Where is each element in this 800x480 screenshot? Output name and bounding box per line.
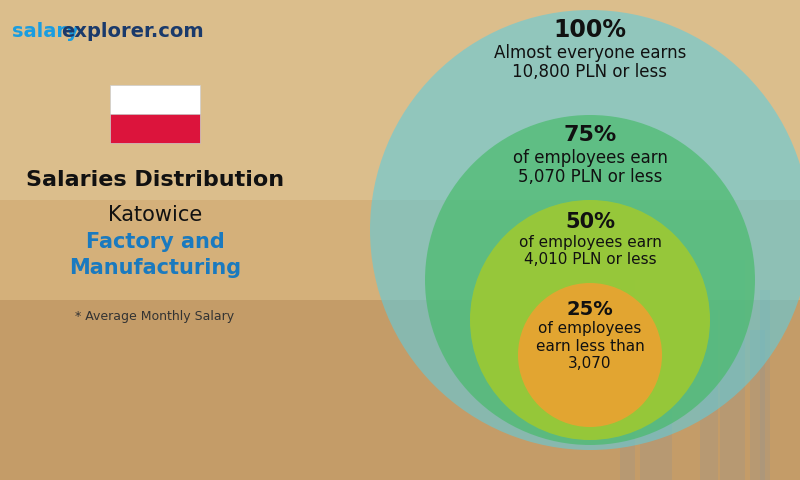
Text: of employees earn: of employees earn (518, 235, 662, 250)
Text: 10,800 PLN or less: 10,800 PLN or less (513, 63, 667, 81)
Bar (700, 310, 718, 480)
Text: Salaries Distribution: Salaries Distribution (26, 170, 284, 190)
Bar (110, 114, 200, 143)
Circle shape (370, 10, 800, 450)
Text: 4,010 PLN or less: 4,010 PLN or less (524, 252, 656, 267)
Text: 5,070 PLN or less: 5,070 PLN or less (518, 168, 662, 186)
Text: of employees: of employees (538, 321, 642, 336)
Text: 25%: 25% (566, 300, 614, 319)
Circle shape (470, 200, 710, 440)
Bar (760, 290, 770, 480)
Bar (620, 280, 635, 480)
Text: salary: salary (12, 22, 78, 41)
Bar (0, 0, 800, 200)
Bar (720, 260, 745, 480)
Text: 50%: 50% (565, 212, 615, 232)
Bar (640, 220, 660, 480)
Text: 3,070: 3,070 (568, 356, 612, 371)
Bar (750, 330, 765, 480)
Text: of employees earn: of employees earn (513, 149, 667, 167)
Text: Factory and
Manufacturing: Factory and Manufacturing (69, 232, 241, 278)
Bar (0, 300, 800, 480)
Bar (660, 300, 672, 480)
Text: 100%: 100% (554, 18, 626, 42)
Text: Almost everyone earns: Almost everyone earns (494, 44, 686, 61)
Text: explorer.com: explorer.com (61, 22, 204, 41)
Circle shape (425, 115, 755, 445)
Bar (110, 85, 200, 114)
Text: earn less than: earn less than (536, 338, 644, 354)
Text: Katowice: Katowice (108, 205, 202, 225)
Circle shape (518, 283, 662, 427)
Text: * Average Monthly Salary: * Average Monthly Salary (75, 310, 234, 323)
Text: 75%: 75% (563, 125, 617, 145)
